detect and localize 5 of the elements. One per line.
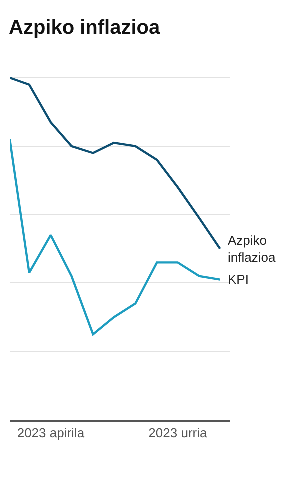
series-label: Azpiko inflazioa xyxy=(228,233,276,265)
x-tick-label: 2023 urria xyxy=(148,426,208,441)
series-label: KPI xyxy=(228,272,249,287)
x-tick-label: 2023 apirila xyxy=(17,426,86,441)
chart-title: Azpiko inflazioa xyxy=(9,17,161,39)
